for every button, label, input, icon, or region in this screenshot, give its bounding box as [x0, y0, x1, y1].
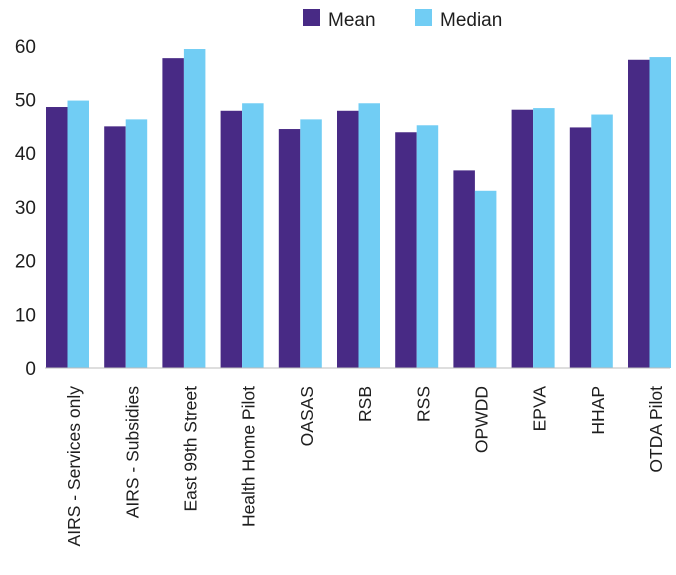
x-category-label: OTDA Pilot	[646, 386, 666, 473]
y-tick-label: 0	[25, 359, 36, 380]
x-category-label: RSB	[355, 386, 375, 422]
x-category-label: OASAS	[297, 386, 317, 446]
bar-mean	[278, 129, 301, 368]
bars	[46, 49, 671, 369]
bar-median	[591, 114, 613, 368]
y-axis: 0 10 20 30 40 50 60	[15, 37, 36, 380]
bar-mean	[453, 170, 475, 368]
bar-mean	[395, 132, 417, 368]
x-category-label: AIRS - Services only	[64, 386, 84, 547]
bar-mean	[569, 127, 592, 368]
x-category-label: HHAP	[588, 386, 608, 435]
bar-mean	[162, 58, 184, 368]
x-axis: AIRS - Services only AIRS - Subsidies East…	[64, 386, 666, 547]
bar-median	[358, 103, 380, 368]
x-category-label: EPVA	[530, 386, 550, 432]
bar-mean	[220, 110, 243, 368]
y-tick-label: 10	[15, 305, 36, 326]
x-category-label: AIRS - Subsidies	[122, 386, 142, 519]
bar-median	[533, 108, 555, 368]
legend-label-mean: Mean	[328, 10, 376, 31]
legend-swatch-median	[415, 9, 432, 26]
y-tick-label: 40	[15, 144, 36, 165]
bar-median	[125, 119, 148, 368]
bar-median	[416, 125, 439, 368]
y-tick-label: 20	[15, 252, 36, 273]
y-tick-label: 50	[15, 91, 36, 112]
x-category-label: RSS	[413, 386, 433, 422]
y-tick-label: 30	[15, 198, 36, 219]
bar-mean	[46, 107, 68, 368]
x-category-label: OPWDD	[472, 386, 492, 453]
bar-mean	[511, 109, 534, 368]
legend: Mean Median	[303, 9, 502, 31]
bar-median	[183, 49, 206, 368]
x-category-label: East 99th Street	[181, 386, 201, 512]
bar-median	[649, 57, 671, 369]
y-tick-label: 60	[15, 37, 36, 58]
bar-mean	[104, 126, 126, 368]
bar-median	[67, 100, 89, 368]
bar-median	[300, 119, 322, 368]
legend-swatch-mean	[303, 9, 320, 26]
legend-label-median: Median	[440, 10, 502, 31]
bar-median	[474, 190, 497, 368]
x-category-label: Health Home Pilot	[239, 386, 259, 527]
bar-mean	[628, 59, 650, 369]
bar-median	[242, 103, 264, 368]
bar-mean	[337, 110, 359, 368]
